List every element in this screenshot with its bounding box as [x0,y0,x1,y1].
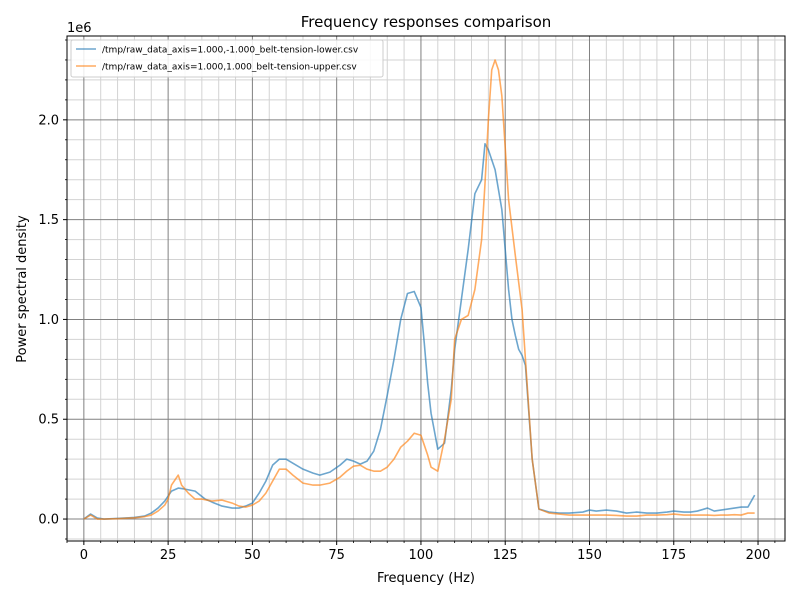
legend-entry-0: /tmp/raw_data_axis=1.000,-1.000_belt-ten… [102,46,359,56]
y-tick-label: 0.5 [38,413,59,428]
x-tick-label: 75 [328,548,345,563]
y-tick-label: 1.0 [38,313,59,328]
axes-frame [66,35,786,542]
legend-entry-1: /tmp/raw_data_axis=1.000,1.000_belt-tens… [102,63,357,73]
x-tick-label: 50 [244,548,261,563]
x-tick-label: 100 [409,548,434,563]
x-tick-label: 25 [160,548,177,563]
x-tick-label: 125 [493,548,518,563]
x-tick-label: 0 [80,548,88,563]
series-line-1 [83,59,755,520]
series-line-0 [83,142,756,520]
legend: /tmp/raw_data_axis=1.000,-1.000_belt-ten… [70,39,384,78]
legend-box [70,39,384,78]
y-axis-label: Power spectral density [15,215,30,363]
y-tick-label: 1.5 [38,213,59,228]
x-tick-label: 200 [746,548,771,563]
x-axis-label: Frequency (Hz) [377,571,475,586]
y-tick-label: 2.0 [38,113,59,128]
x-tick-label: 150 [577,548,602,563]
y-tick-label: 0.0 [38,513,59,528]
chart-title: Frequency responses comparison [301,13,552,31]
series-group [83,59,756,520]
plot-area: 0 25 50 75 100 125 150 175 200 0.0 0.5 1.0 1.5 2.0/tm… [38,35,786,563]
x-tick-label: 175 [661,548,686,563]
major-grid [67,36,785,541]
ticks: 0 25 50 75 100 125 150 175 200 0.0 0.5 1.0 1.5 2.0 [38,39,776,563]
y-axis-offset-text: 1e6 [67,21,92,36]
